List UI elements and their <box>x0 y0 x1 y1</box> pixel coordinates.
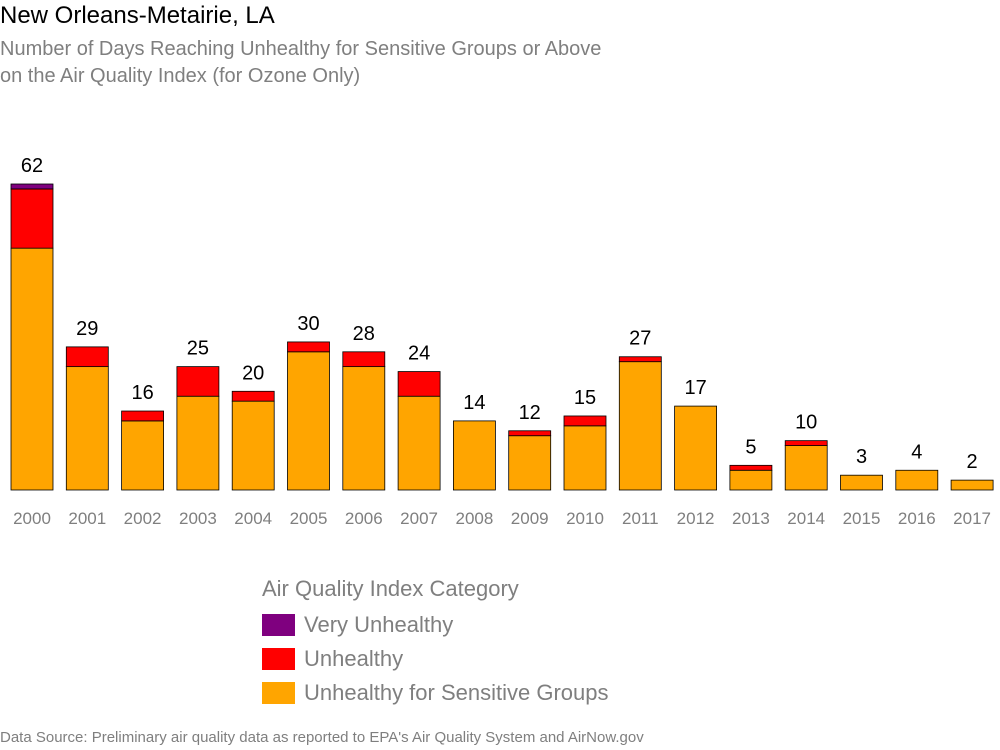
legend-item-unhealthy: Unhealthy <box>262 642 609 676</box>
legend: Air Quality Index Category Very Unhealth… <box>262 574 609 710</box>
bar-segment-2007-unhealthy <box>397 371 441 397</box>
legend-swatch-unhealthy <box>262 648 295 670</box>
bar-segment-2010-unhealthy-for-sensitive-groups <box>563 425 607 491</box>
bar-segment-2014-unhealthy <box>784 440 828 446</box>
bar-chart: 6220002920011620022520032020043020052820… <box>10 155 994 528</box>
bar-segment-2006-unhealthy <box>342 351 386 368</box>
bar-segment-2003-unhealthy <box>176 366 220 397</box>
data-label-2000: 62 <box>21 155 43 177</box>
subtitle-line-2: on the Air Quality Index (for Ozone Only… <box>0 65 361 87</box>
bar-segment-2000-unhealthy <box>10 188 54 249</box>
x-tick-label-2015: 2015 <box>843 509 881 528</box>
bar-segment-2000-unhealthy-for-sensitive-groups <box>10 247 54 491</box>
bar-segment-2009-unhealthy <box>508 430 552 437</box>
data-label-2007: 24 <box>408 343 430 365</box>
bar-segment-2013-unhealthy <box>729 464 773 471</box>
bar-segment-2008-unhealthy-for-sensitive-groups <box>452 420 496 491</box>
bar-segment-2010-unhealthy <box>563 415 607 427</box>
x-tick-label-2012: 2012 <box>677 509 715 528</box>
x-tick-label-2000: 2000 <box>13 509 51 528</box>
x-tick-label-2008: 2008 <box>455 509 493 528</box>
bar-segment-2005-unhealthy-for-sensitive-groups <box>287 351 330 491</box>
bar-segment-2001-unhealthy-for-sensitive-groups <box>65 366 109 491</box>
legend-label-unhealthy-sensitive: Unhealthy for Sensitive Groups <box>304 680 609 705</box>
legend-label-unhealthy: Unhealthy <box>304 646 404 671</box>
bar-segment-2002-unhealthy <box>121 410 164 422</box>
bar-segment-2006-unhealthy-for-sensitive-groups <box>342 366 386 491</box>
data-label-2015: 3 <box>856 446 867 468</box>
x-tick-label-2009: 2009 <box>511 509 549 528</box>
bar-segment-2013-unhealthy-for-sensitive-groups <box>729 469 773 491</box>
x-tick-label-2010: 2010 <box>566 509 604 528</box>
legend-swatch-very-unhealthy <box>262 614 295 636</box>
data-label-2012: 17 <box>684 377 706 399</box>
bar-segment-2004-unhealthy-for-sensitive-groups <box>231 400 275 491</box>
bar-segment-2000-very-unhealthy <box>10 183 54 190</box>
data-label-2003: 25 <box>187 338 209 360</box>
x-tick-label-2005: 2005 <box>290 509 328 528</box>
data-label-2004: 20 <box>242 362 264 384</box>
x-tick-label-2013: 2013 <box>732 509 770 528</box>
bar-segment-2011-unhealthy <box>618 356 662 363</box>
bar-segment-2003-unhealthy-for-sensitive-groups <box>176 395 220 491</box>
x-tick-label-2006: 2006 <box>345 509 383 528</box>
bar-segment-2007-unhealthy-for-sensitive-groups <box>397 395 441 491</box>
bar-segment-2005-unhealthy <box>287 341 330 353</box>
bar-segment-2014-unhealthy-for-sensitive-groups <box>784 445 828 491</box>
data-label-2013: 5 <box>745 436 756 458</box>
legend-swatch-unhealthy-sensitive <box>262 682 295 704</box>
chart-subtitle: Number of Days Reaching Unhealthy for Se… <box>0 36 601 90</box>
data-label-2014: 10 <box>795 412 817 434</box>
data-label-2008: 14 <box>463 392 485 414</box>
data-label-2016: 4 <box>911 441 922 463</box>
bar-segment-2016-unhealthy-for-sensitive-groups <box>895 469 939 491</box>
bar-segment-2001-unhealthy <box>65 346 109 368</box>
data-label-2005: 30 <box>297 313 319 335</box>
bar-segment-2004-unhealthy <box>231 390 275 402</box>
legend-title: Air Quality Index Category <box>262 576 519 601</box>
chart-title: New Orleans-Metairie, LA <box>0 2 275 29</box>
data-label-2017: 2 <box>967 451 978 473</box>
x-tick-label-2016: 2016 <box>898 509 936 528</box>
x-tick-label-2017: 2017 <box>953 509 991 528</box>
data-label-2006: 28 <box>353 323 375 345</box>
data-label-2002: 16 <box>131 382 153 404</box>
legend-item-unhealthy-sensitive: Unhealthy for Sensitive Groups <box>262 676 609 710</box>
data-label-2011: 27 <box>629 328 651 350</box>
data-label-2001: 29 <box>76 318 98 340</box>
bar-segment-2015-unhealthy-for-sensitive-groups <box>840 474 883 491</box>
legend-item-very-unhealthy: Very Unhealthy <box>262 608 609 642</box>
x-tick-label-2004: 2004 <box>234 509 272 528</box>
bar-segment-2011-unhealthy-for-sensitive-groups <box>618 361 662 491</box>
bar-segment-2002-unhealthy-for-sensitive-groups <box>121 420 164 491</box>
x-tick-label-2014: 2014 <box>787 509 825 528</box>
x-tick-label-2007: 2007 <box>400 509 438 528</box>
x-tick-label-2002: 2002 <box>124 509 162 528</box>
x-tick-label-2003: 2003 <box>179 509 217 528</box>
data-label-2010: 15 <box>574 387 596 409</box>
subtitle-line-1: Number of Days Reaching Unhealthy for Se… <box>0 38 602 60</box>
legend-label-very-unhealthy: Very Unhealthy <box>304 612 454 637</box>
x-tick-label-2011: 2011 <box>622 509 659 528</box>
bar-segment-2009-unhealthy-for-sensitive-groups <box>508 435 552 491</box>
bar-segment-2012-unhealthy-for-sensitive-groups <box>674 405 717 491</box>
bar-segment-2017-unhealthy-for-sensitive-groups <box>950 479 994 491</box>
data-source-note: Data Source: Preliminary air quality dat… <box>0 729 644 746</box>
x-tick-label-2001: 2001 <box>68 509 106 528</box>
data-label-2009: 12 <box>519 402 541 424</box>
